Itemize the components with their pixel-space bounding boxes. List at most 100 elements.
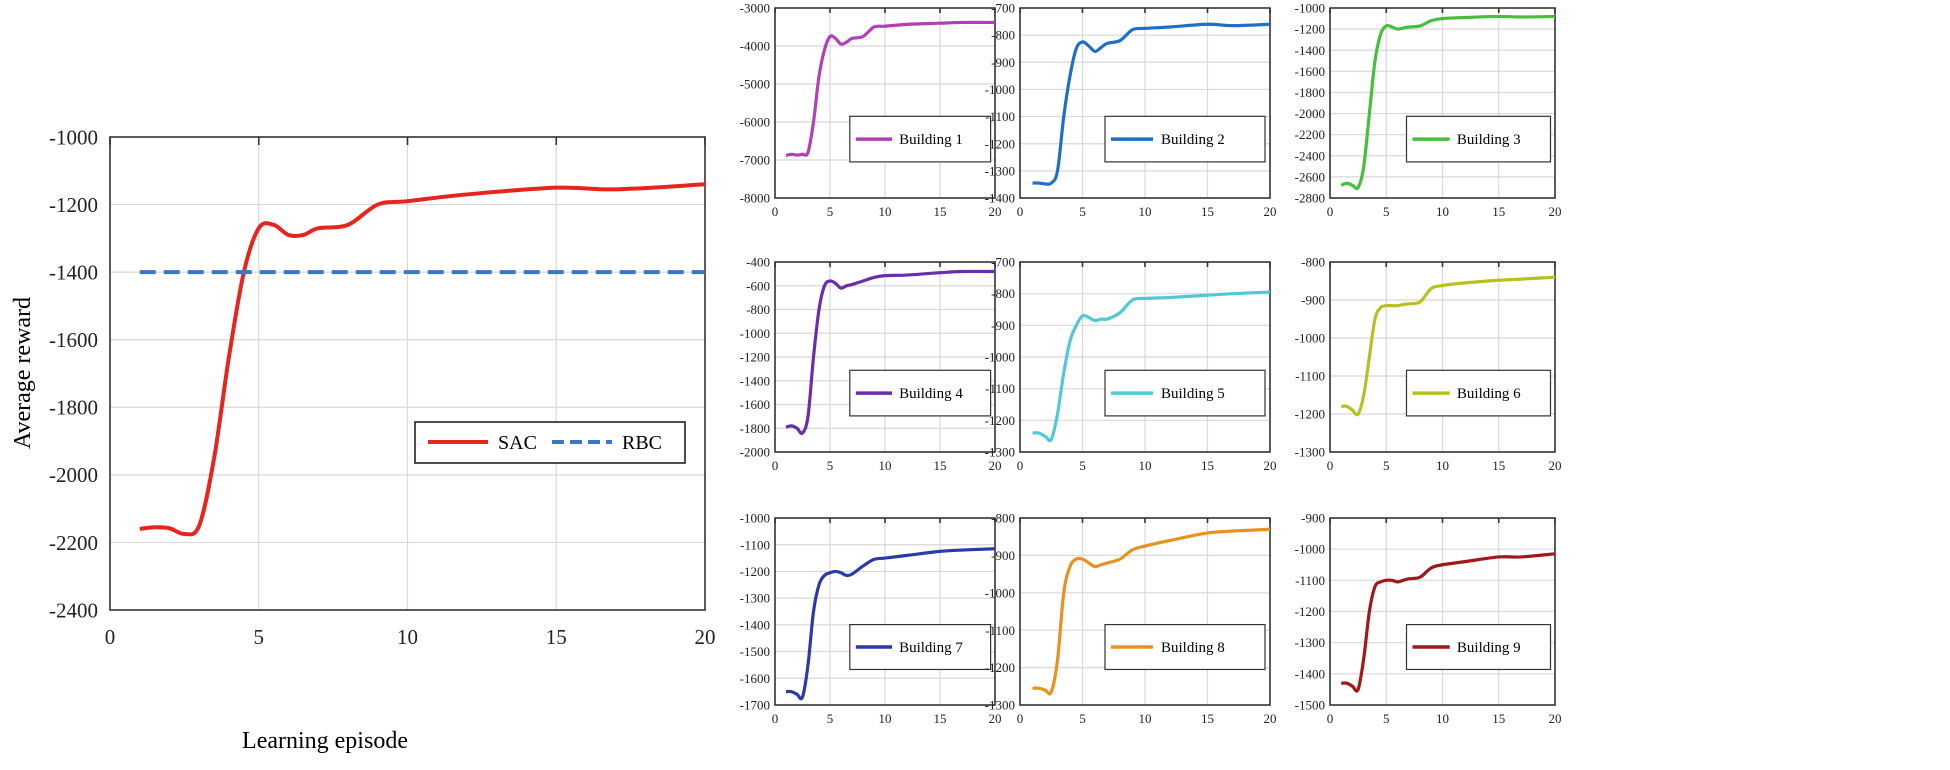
y-tick-label: -1600 <box>49 328 98 352</box>
subplot-building-2: 0 5 10 15 20-1400-1300-1200-1100-1000-900-80… <box>985 1 1277 219</box>
y-tick-label: -1200 <box>740 564 770 579</box>
y-tick-label: -1300 <box>985 445 1015 460</box>
legend: Building 2 <box>1104 115 1266 163</box>
y-tick-label: -1100 <box>740 537 770 552</box>
y-tick-label: -1200 <box>985 413 1015 428</box>
subplot-building-4: 0 5 10 15 20 -2000 -1800 -1600 -1400 -1200 -1000 -8… <box>740 255 1002 473</box>
y-tick-label: -1200 <box>985 136 1015 151</box>
legend-label: Building 2 <box>1161 132 1225 148</box>
subplot-building-7: 0 5 10 15 20 -1700 -1600 -1500 -1400 -1300 -1200 -1… <box>740 511 1002 726</box>
legend: SAC RBC <box>414 421 686 464</box>
y-tick-label: -3000 <box>740 1 770 16</box>
legend-label: Building 4 <box>899 386 963 402</box>
x-tick-label: 0 <box>772 204 779 219</box>
x-tick-label: 5 <box>827 204 834 219</box>
legend: Building 3 <box>1405 115 1552 163</box>
subplot-building-3: 0 5 10 15 20 -2800 -2600 -2400 -2200 -2000 -1800 -1… <box>1295 1 1562 219</box>
series-line-building-6 <box>1341 275 1556 417</box>
legend: Building 8 <box>1104 623 1266 671</box>
y-tick-label: -700 <box>991 255 1015 270</box>
y-tick-label: -1100 <box>985 623 1015 638</box>
y-tick-label: -1500 <box>740 644 770 659</box>
main-chart: 0 5 10 15 20 -2400 -2200 -2000 -1800 -1600 -1400 -1… <box>10 125 716 754</box>
y-tick-label: -900 <box>1301 293 1325 308</box>
x-tick-label: 5 <box>1079 458 1086 473</box>
y-tick-label: -1700 <box>740 698 770 713</box>
y-tick-label: -1400 <box>740 617 770 632</box>
series-line-building-5 <box>1032 290 1271 443</box>
y-tick-label: -1400 <box>740 373 770 388</box>
x-tick-label: 5 <box>254 625 265 649</box>
y-tick-label: -700 <box>991 1 1015 16</box>
subplot-building-8: 0 5 10 15 20-1300-1200-1100-1000-900-800Buil… <box>985 511 1277 726</box>
subplot-building-1: 0 5 10 15 20 -8000 -7000 -6000 -5000 -4000 -3000 Bu… <box>740 1 1002 219</box>
x-tick-label: 5 <box>827 711 834 726</box>
x-tick-label: 0 <box>1327 711 1334 726</box>
x-tick-label: 15 <box>1201 204 1214 219</box>
y-tick-label: -1800 <box>49 396 98 420</box>
x-tick-label: 0 <box>1327 204 1334 219</box>
y-tick-label: -800 <box>991 28 1015 43</box>
series-line-building-8 <box>1032 527 1271 696</box>
y-tick-label: -2200 <box>49 531 98 555</box>
y-tick-label: -1000 <box>985 82 1015 97</box>
x-tick-label: 15 <box>1492 458 1505 473</box>
y-tick-label: -1100 <box>1295 573 1325 588</box>
y-tick-label: -900 <box>991 318 1015 333</box>
x-tick-label: 10 <box>1139 204 1152 219</box>
y-tick-label: -800 <box>1301 255 1325 270</box>
y-tick-label: -1000 <box>985 350 1015 365</box>
y-tick-label: -1000 <box>740 511 770 526</box>
y-tick-label: -1300 <box>1295 445 1325 460</box>
y-tick-label: -1600 <box>740 671 770 686</box>
legend-label: Building 8 <box>1161 640 1225 656</box>
subplot-building-6: 0 5 10 15 20 -1300 -1200 -1100 -1000 -900 -800 Buil… <box>1295 255 1562 473</box>
x-tick-label: 20 <box>1264 711 1277 726</box>
series-line-building-7 <box>785 547 996 701</box>
legend-label: Building 3 <box>1457 132 1521 148</box>
x-tick-label: 20 <box>1549 204 1562 219</box>
legend-label-sac: SAC <box>498 432 537 454</box>
y-tick-label: -1400 <box>1295 666 1325 681</box>
legend: Building 7 <box>849 623 992 671</box>
x-tick-label: 5 <box>827 458 834 473</box>
y-tick-label: -900 <box>991 548 1015 563</box>
x-tick-label: 10 <box>397 625 418 649</box>
legend: Building 4 <box>849 369 992 417</box>
y-tick-label: -800 <box>991 286 1015 301</box>
y-tick-label: -1100 <box>985 381 1015 396</box>
x-tick-label: 20 <box>989 204 1002 219</box>
series-line-building-9 <box>1341 552 1556 693</box>
legend-label: Building 5 <box>1161 386 1225 402</box>
y-tick-label: -1100 <box>985 109 1015 124</box>
y-tick-label: -1800 <box>1295 85 1325 100</box>
x-tick-label: 10 <box>1139 458 1152 473</box>
x-tick-label: 15 <box>546 625 567 649</box>
x-tick-label: 15 <box>934 204 947 219</box>
x-tick-label: 0 <box>1017 204 1024 219</box>
y-tick-label: -1200 <box>985 660 1015 675</box>
x-tick-label: 10 <box>879 204 892 219</box>
legend: Building 6 <box>1405 369 1552 417</box>
x-tick-label: 0 <box>772 458 779 473</box>
y-tick-label: -1000 <box>1295 331 1325 346</box>
y-tick-label: -2000 <box>740 445 770 460</box>
x-tick-label: 0 <box>772 711 779 726</box>
legend-label: Building 9 <box>1457 640 1521 656</box>
y-tick-label: -1300 <box>985 163 1015 178</box>
x-tick-label: 10 <box>1436 204 1449 219</box>
x-tick-label: 5 <box>1383 204 1390 219</box>
x-tick-label: 0 <box>1017 711 1024 726</box>
series-line-building-2 <box>1032 22 1271 186</box>
legend: Building 1 <box>849 115 992 163</box>
y-tick-label: -1000 <box>985 585 1015 600</box>
y-tick-label: -900 <box>1301 511 1325 526</box>
y-axis-label: Average reward <box>10 297 36 449</box>
x-tick-label: 10 <box>879 458 892 473</box>
x-tick-label: 5 <box>1079 711 1086 726</box>
y-tick-label: -2800 <box>1295 191 1325 206</box>
y-tick-label: -2000 <box>1295 106 1325 121</box>
x-tick-label: 10 <box>1436 458 1449 473</box>
x-tick-label: 15 <box>1492 711 1505 726</box>
y-tick-label: -800 <box>991 511 1015 526</box>
